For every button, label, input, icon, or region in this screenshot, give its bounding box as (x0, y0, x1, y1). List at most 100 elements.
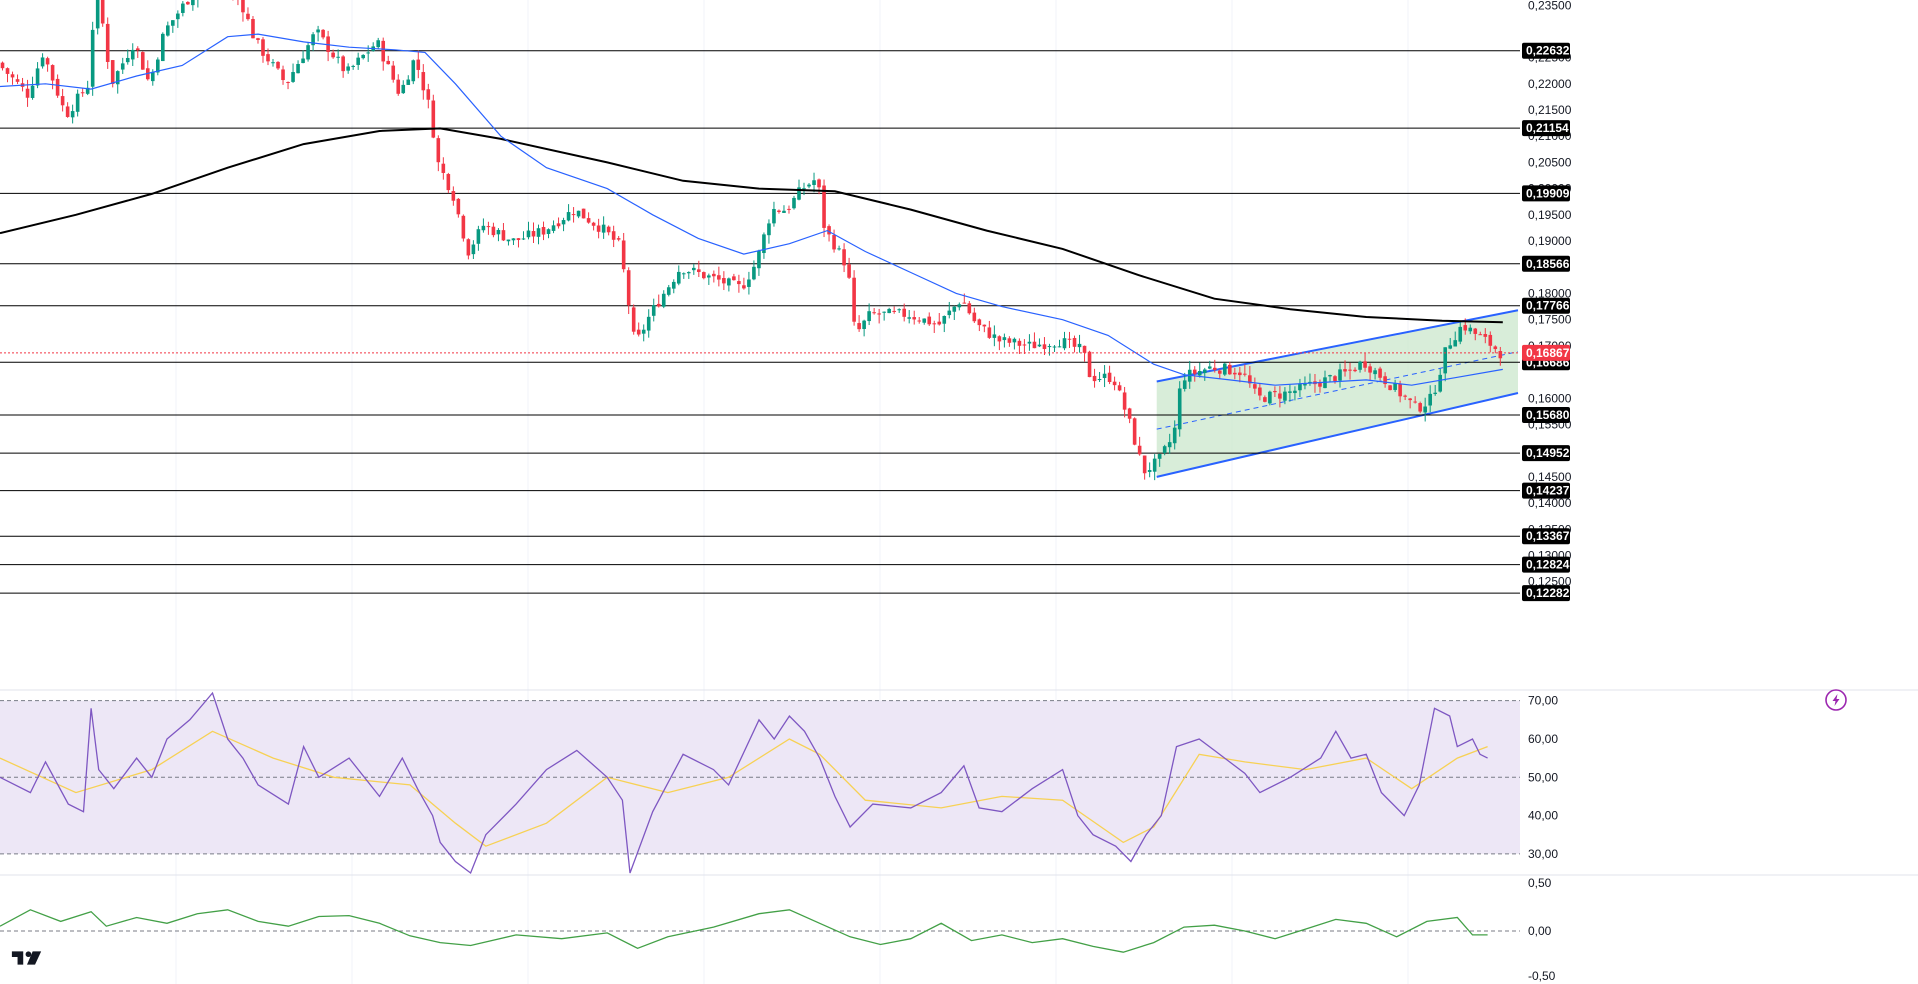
candle-body (812, 180, 816, 186)
candle-body (85, 87, 90, 94)
candle-body (882, 311, 886, 313)
candle-body (1403, 395, 1407, 397)
candle-body (256, 38, 260, 40)
candle-body (441, 163, 446, 173)
candle-body (1383, 376, 1387, 385)
momentum-tick-label: -0,50 (1528, 969, 1556, 983)
candle-body (421, 72, 426, 91)
candle-body (246, 13, 250, 20)
candle-body (742, 285, 746, 289)
candle-body (576, 210, 581, 217)
candle-body (1338, 369, 1342, 381)
momentum-axis[interactable]: 0,50 0,00 -0,50 (1528, 876, 1556, 983)
candle-body (1217, 370, 1222, 374)
price-tick-label: 0,21500 (1528, 103, 1572, 117)
candle-body (546, 229, 551, 234)
candle-body (55, 78, 60, 96)
candle-body (1197, 370, 1202, 376)
candle-body (60, 96, 65, 106)
candle-body (526, 230, 531, 238)
candle-body (1368, 366, 1372, 373)
lightning-icon[interactable] (1825, 689, 1847, 711)
candle-body (251, 19, 255, 39)
level-price-badge (1522, 185, 1570, 202)
candle-body (707, 275, 711, 278)
rsi-tick-label: 60,00 (1528, 732, 1558, 746)
candle-body (712, 273, 716, 277)
candle-body (65, 106, 70, 117)
candle-body (5, 68, 10, 74)
candle-body (496, 229, 501, 235)
candle-body (691, 267, 696, 271)
candle-body (1423, 406, 1427, 413)
candle-body (772, 208, 776, 224)
price-tick-label: 0,22000 (1528, 77, 1572, 91)
candle-body (171, 20, 175, 26)
candle-body (1222, 363, 1227, 375)
candle-body (561, 220, 566, 225)
candle-body (877, 313, 881, 315)
candle-body (1047, 346, 1052, 348)
level-price-label: 0,12824 (1526, 558, 1570, 572)
candle-body (391, 65, 396, 80)
candle-body (922, 318, 927, 323)
candle-body (416, 59, 421, 70)
level-price-label: 0,15680 (1526, 408, 1570, 422)
momentum-line (0, 909, 1488, 953)
candle-body (1253, 384, 1257, 389)
candle-body (366, 52, 370, 54)
level-price-badge (1522, 445, 1570, 462)
candle-body (1112, 381, 1117, 386)
candle-body (1027, 341, 1032, 344)
momentum-panel[interactable] (0, 909, 1520, 953)
candle-body (351, 65, 355, 67)
candle-body (461, 215, 466, 239)
candle-body (757, 250, 761, 269)
price-tick-label: 0,16000 (1528, 391, 1572, 405)
rsi-axis[interactable]: 70,00 60,00 50,00 40,00 30,00 (1528, 694, 1558, 861)
price-tick-label: 0,18000 (1528, 286, 1572, 300)
candle-body (1087, 351, 1092, 378)
candle-body (732, 276, 736, 281)
candle-body (1107, 372, 1112, 383)
candle-body (1298, 383, 1302, 391)
candle-body (1017, 340, 1022, 346)
candle-body (436, 138, 441, 163)
price-tick-label: 0,23500 (1528, 0, 1572, 12)
candle-body (997, 336, 1002, 342)
candle-body (1248, 375, 1252, 384)
candle-body (1358, 361, 1362, 370)
price-axis[interactable]: 0,235000,225000,220000,215000,210000,205… (1522, 0, 1572, 602)
candle-body (291, 72, 295, 82)
level-price-badge (1522, 482, 1570, 499)
candle-body (1042, 344, 1047, 350)
candle-body (581, 208, 586, 219)
level-price-label: 0,12282 (1526, 586, 1570, 600)
tradingview-logo-icon[interactable] (10, 948, 44, 968)
candle-body (115, 71, 120, 85)
candle-body (1192, 369, 1197, 374)
price-tick-label: 0,19500 (1528, 208, 1572, 222)
candle-body (1032, 341, 1037, 349)
candle-body (1157, 454, 1162, 459)
candle-body (1468, 327, 1473, 332)
candle-body (1453, 340, 1458, 347)
candle-body (1132, 418, 1137, 445)
candle-body (311, 34, 315, 46)
candle-body (1233, 372, 1237, 375)
candlestick-series (0, 0, 1503, 481)
price-panel[interactable] (0, 0, 1520, 594)
rsi-panel[interactable] (0, 691, 1520, 875)
candle-body (100, 0, 105, 24)
candle-body (1458, 326, 1463, 342)
candle-body (276, 61, 280, 69)
candle-body (1092, 375, 1097, 382)
candle-body (1398, 383, 1402, 397)
candle-body (356, 57, 360, 65)
candle-body (1037, 344, 1042, 347)
candle-body (616, 238, 621, 240)
candle-body (782, 210, 786, 213)
candle-body (30, 85, 35, 98)
price-tick-label: 0,17500 (1528, 313, 1572, 327)
